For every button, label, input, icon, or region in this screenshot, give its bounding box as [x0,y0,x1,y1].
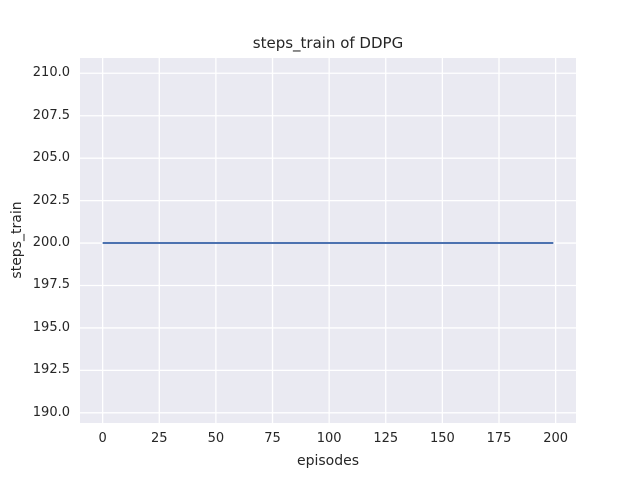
y-tick-label: 210.0 [32,65,70,81]
y-tick-label: 190.0 [32,404,70,420]
plot-area [80,58,576,423]
plot-background [80,58,576,423]
y-tick-label: 200.0 [32,235,70,251]
x-tick-label: 125 [373,431,399,446]
x-tick-label: 25 [150,431,168,446]
y-tick-label: 205.0 [32,150,70,166]
y-tick-label: 195.0 [32,319,70,335]
chart-title: steps_train of DDPG [252,34,404,52]
plot-canvas [80,58,576,423]
x-tick-label: 0 [98,431,107,446]
y-tick-label: 192.5 [32,362,70,378]
y-tick-label: 202.5 [32,192,70,208]
x-axis-label: episodes [296,453,360,469]
x-tick-label: 175 [486,431,512,446]
x-tick-label: 150 [429,431,455,446]
x-tick-label: 200 [543,431,569,446]
y-tick-label: 197.5 [32,277,70,293]
x-tick-label: 75 [264,431,281,446]
y-tick-label: 207.5 [32,107,70,123]
x-tick-label: 100 [316,431,342,446]
x-tick-label: 50 [207,431,225,446]
